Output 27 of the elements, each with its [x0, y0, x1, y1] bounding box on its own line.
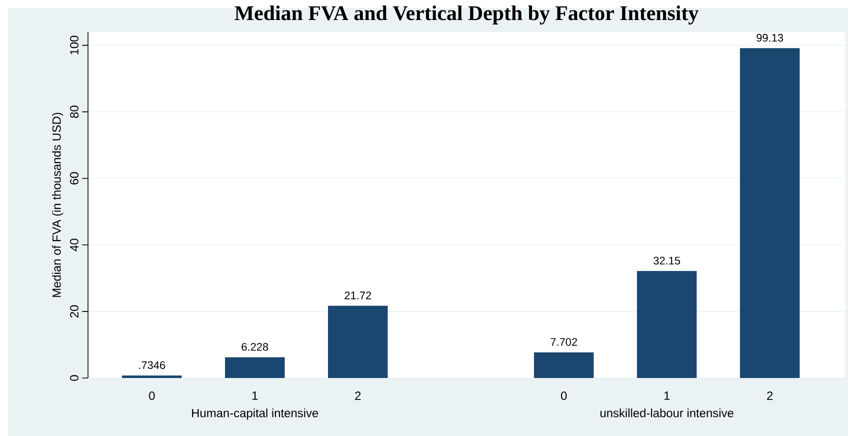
y-tick-label: 60	[70, 172, 78, 184]
x-tick-label: 2	[767, 392, 773, 400]
data-label: 7.702	[550, 338, 577, 346]
x-tick-label: 2	[355, 392, 361, 400]
data-label: 21.72	[344, 292, 372, 300]
x-tick-label: 0	[149, 392, 155, 400]
bar	[534, 352, 594, 378]
bar	[636, 271, 697, 378]
data-label: .7346	[139, 361, 166, 370]
data-label: 32.15	[654, 256, 680, 265]
y-tick-label: 40	[70, 238, 78, 252]
bar	[224, 357, 285, 378]
x-tick-label: 1	[252, 392, 258, 400]
y-tick-label: 100	[70, 36, 78, 54]
y-tick-label: 80	[70, 106, 78, 118]
bar	[328, 306, 388, 378]
y-axis-title: Median of FVA (in thousands USD)	[52, 112, 64, 297]
y-tick-label: 20	[70, 305, 78, 318]
x-tick-label: 1	[664, 392, 670, 400]
y-tick-label: 0	[70, 375, 78, 381]
x-tick-label: 0	[560, 392, 567, 400]
text: Human-capital intensive	[192, 408, 318, 420]
bar	[740, 48, 800, 378]
chart-title: Median FVA and Vertical Depth by Factor Intensity	[234, 6, 698, 25]
text: unskilled-labour intensive	[600, 408, 734, 418]
data-label: 99.13	[756, 34, 784, 42]
data-label: 6.228	[242, 343, 268, 351]
